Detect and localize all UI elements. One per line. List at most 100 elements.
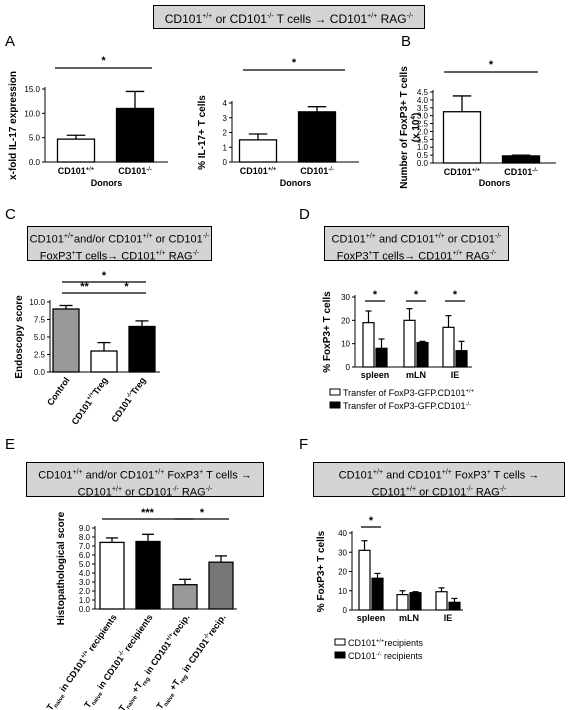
x-tick-label: CD101+/+	[58, 166, 95, 176]
bar	[297, 111, 337, 163]
x-tick-label: CD101-/-	[300, 166, 334, 176]
y-tick-label: 30	[341, 293, 350, 302]
legend-swatch	[334, 651, 346, 659]
bar	[52, 308, 80, 373]
y-tick-label: 5.0	[34, 333, 46, 342]
significance-label: *	[102, 270, 107, 282]
bar	[115, 107, 155, 163]
condition-box-f: CD101+/+ and CD101+/+ FoxP3+ T cells → C…	[313, 462, 565, 499]
y-tick-label: 3	[223, 114, 228, 123]
y-tick-label: 15.0	[24, 85, 40, 94]
bar	[99, 541, 125, 610]
bar	[128, 325, 156, 373]
y-axis-label: % FoxP3+ T cells	[322, 291, 333, 373]
y-tick-label: 3.5	[417, 104, 429, 113]
significance-label: *	[292, 57, 297, 69]
x-axis-label: Donors	[280, 178, 312, 188]
y-tick-label: 0.0	[34, 368, 46, 377]
y-tick-label: 4.0	[79, 569, 91, 578]
y-tick-label: 1.5	[417, 135, 429, 144]
y-tick-label: 1	[223, 143, 228, 152]
bar	[375, 347, 388, 368]
y-tick-label: 0.0	[417, 159, 429, 168]
bar	[455, 350, 468, 368]
panel-letter-b: B	[401, 33, 412, 50]
y-tick-label: 5.0	[29, 134, 41, 143]
y-axis-label: % FoxP3+ T cells	[316, 530, 327, 612]
bar	[416, 341, 429, 368]
y-tick-label: 2	[223, 129, 228, 138]
y-tick-label: 2.0	[417, 127, 429, 136]
y-tick-label: 9.0	[79, 524, 91, 533]
significance-label: *	[124, 281, 129, 293]
y-tick-label: 0.5	[417, 151, 429, 160]
y-tick-label: 10.0	[24, 109, 40, 118]
x-tick-label: CD101+/+	[240, 166, 277, 176]
figure-header: CD101+/+ or CD101-/- T cells → CD101+/+ …	[153, 5, 425, 29]
y-axis-label: Number of FoxP3+ T cells	[399, 66, 410, 189]
y-tick-label: 7.0	[79, 542, 91, 551]
y-tick-label: 5.0	[79, 560, 91, 569]
condition-box-e: CD101+/+ and/or CD101+/+ FoxP3+ T cells …	[26, 462, 264, 499]
legend-swatch	[329, 401, 341, 409]
condition-box-c-line2: FoxP3+T cells→ CD101+/+ RAG-/-	[39, 249, 200, 263]
significance-label: *	[373, 289, 378, 301]
significance-label: *	[489, 59, 494, 71]
condition-box-e-line1: CD101+/+ and/or CD101+/+ FoxP3+ T cells …	[38, 469, 252, 482]
bar	[172, 584, 198, 610]
y-axis-label-unit: (x 104)	[410, 113, 422, 143]
chart-e: 0.01.02.03.04.05.06.07.08.09.0 Histopatho…	[45, 507, 237, 710]
bar	[501, 155, 541, 164]
y-tick-label: 1.0	[417, 143, 429, 152]
panel-letter-e: E	[5, 436, 16, 453]
y-tick-label: 0	[346, 363, 351, 372]
chart-a1: 0.0 5.0 10.0 15.0 x-fold IL-17 expression CD1…	[8, 55, 168, 188]
y-tick-label: 3.0	[79, 578, 91, 587]
condition-box-d-line2: FoxP3+T cells→ CD101+/+ RAG-/-	[336, 249, 497, 263]
y-tick-label: 7.5	[34, 316, 46, 325]
significance-label: *	[200, 507, 205, 519]
x-tick-label: Tnaive in CD101-/- recipients	[82, 612, 157, 710]
chart-a2: 0 1 2 3 4 % IL-17+ T cells CD101+/+ CD101-/- Don…	[197, 57, 359, 188]
y-tick-label: 10	[341, 340, 350, 349]
x-tick-label: CD101-/-Treg	[109, 375, 147, 424]
significance-label: *	[369, 515, 374, 527]
panel-letter-d: D	[299, 206, 310, 223]
x-tick-label: IE	[451, 370, 460, 380]
y-tick-label: 8.0	[79, 533, 91, 542]
y-tick-label: 2.0	[79, 587, 91, 596]
x-tick-label: CD101-/-	[504, 167, 538, 177]
x-axis-label: Donors	[479, 178, 511, 188]
bar	[135, 540, 161, 610]
y-tick-label: 0	[343, 606, 348, 615]
panel-letter-c: C	[5, 206, 16, 223]
panel-letter-a: A	[5, 33, 16, 50]
x-tick-label: IE	[444, 613, 453, 623]
condition-box-d-line1: CD101+/+ and CD101+/+ or CD101-/-	[331, 233, 502, 246]
y-tick-label: 4	[223, 99, 228, 108]
significance-label: *	[101, 55, 106, 67]
y-tick-label: 0	[223, 158, 228, 167]
significance-label: *	[414, 289, 419, 301]
legend-swatch	[329, 388, 341, 396]
bar	[56, 138, 96, 163]
condition-box-e-line2: CD101+/+ or CD101-/- RAG-/-	[77, 485, 213, 499]
legend-label: CD101+/+recipients	[348, 638, 423, 648]
bar	[238, 139, 278, 163]
x-tick-label: CD101+/+	[444, 167, 481, 177]
condition-box-f-line2: CD101+/+ or CD101-/- RAG-/-	[371, 485, 507, 499]
condition-box-f-line1: CD101+/+ and CD101+/+ FoxP3+ T cells →	[338, 469, 540, 482]
legend-swatch	[334, 638, 346, 646]
bar	[358, 549, 371, 611]
y-axis-label: Endoscopy score	[14, 295, 25, 379]
bar	[208, 561, 234, 610]
y-axis-label: % IL-17+ T cells	[197, 95, 208, 170]
legend-label: Transfer of FoxP3-GFP.CD101+/+	[343, 388, 475, 398]
y-tick-label: 10	[338, 587, 347, 596]
y-tick-label: 4.5	[417, 88, 429, 97]
x-tick-label: Tnaive +Treg in CD101+/+recip.	[117, 612, 194, 710]
bar	[448, 601, 461, 611]
chart-b: 0.00.51.01.52.02.53.03.54.04.5 Number of …	[399, 59, 556, 189]
x-tick-label: CD101-/-	[118, 166, 152, 176]
